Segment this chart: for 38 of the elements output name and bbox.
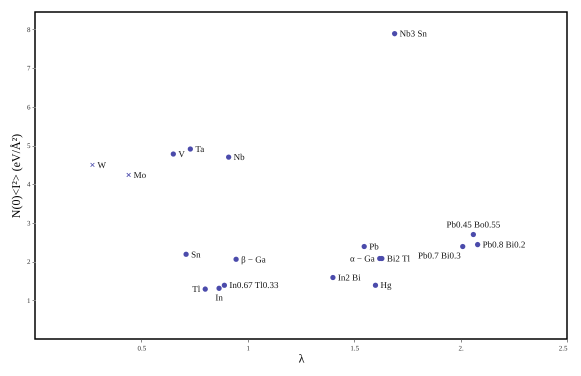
annotation: Mo — [134, 170, 147, 180]
annotation: Pb — [369, 242, 380, 252]
annotation: Nb3 Sn — [400, 28, 428, 39]
point — [474, 242, 480, 248]
point — [90, 162, 95, 168]
annotation: β − Ga — [241, 254, 266, 264]
point — [202, 286, 208, 292]
annotation: Sn — [191, 249, 202, 260]
y-axis-title: N(0)<I²> (eV/Å²) — [9, 134, 23, 218]
annotation: Pb0.7 Bi0.3 — [418, 250, 462, 261]
point — [216, 286, 222, 291]
annotation: Hg — [380, 280, 392, 290]
point — [330, 274, 336, 280]
point — [392, 31, 398, 36]
annotation: In — [215, 292, 224, 302]
x-axis-title: λ — [298, 352, 305, 366]
point — [226, 154, 232, 160]
point — [460, 244, 466, 250]
annotation: Bi2 Tl — [386, 254, 410, 264]
annotation: V — [178, 149, 186, 160]
point — [470, 232, 476, 238]
point — [183, 252, 189, 257]
annotation: α − Ga — [350, 254, 375, 264]
annotation: Tl — [192, 284, 201, 294]
annotation: Ta — [195, 144, 204, 154]
point — [170, 151, 176, 157]
point — [222, 282, 228, 288]
point — [233, 256, 239, 262]
point — [188, 146, 193, 152]
annotation: In2 Bi — [338, 272, 362, 282]
point — [126, 172, 131, 178]
annotation: In0.67 Tl0.33 — [229, 280, 279, 290]
annotation: Nb — [234, 152, 246, 162]
point — [372, 282, 378, 288]
point — [362, 244, 367, 250]
annotation: W — [97, 160, 106, 170]
annotation: Pb0.8 Bi0.2 — [482, 240, 526, 250]
annotation: Pb0.45 Bo0.55 — [446, 220, 501, 230]
